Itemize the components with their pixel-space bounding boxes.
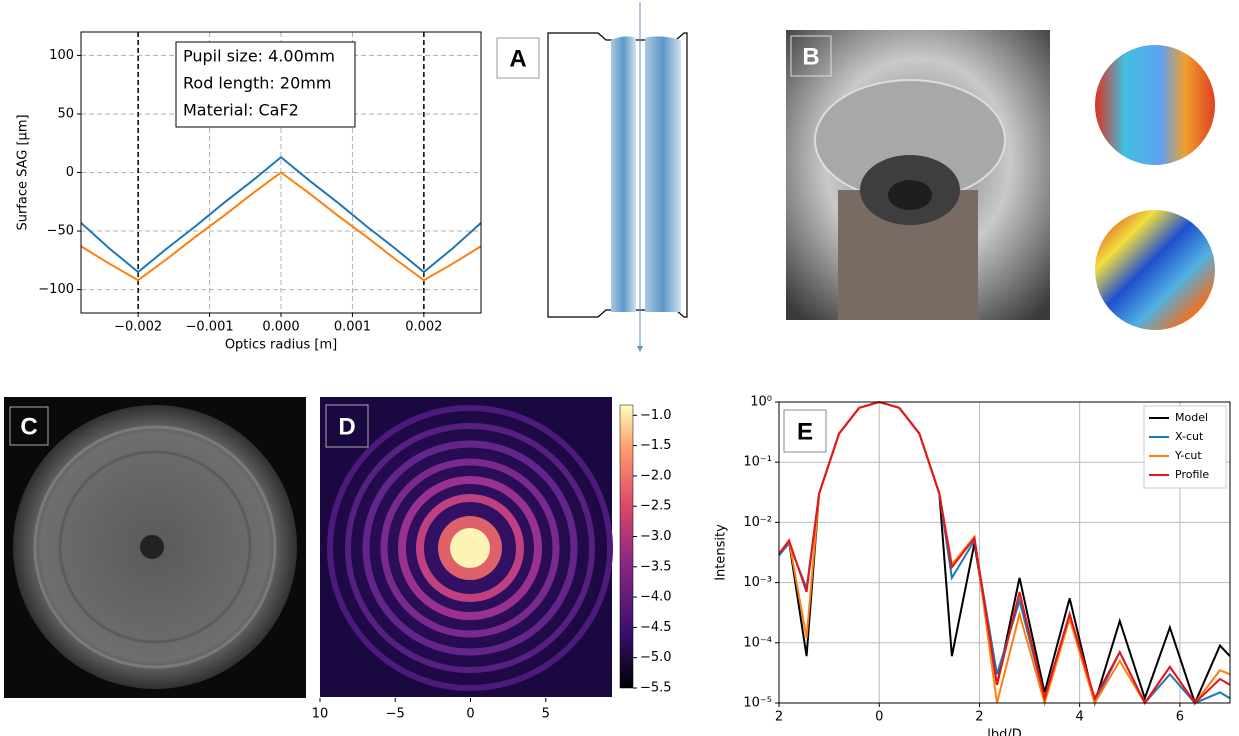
x-tick-label: 5 [542,707,550,722]
colorbar-tick-label: −3.0 [640,529,672,544]
colorbar-tick-label: −2.0 [640,468,672,483]
panel-label: D [338,413,355,440]
x-tick-label: 2 [975,710,983,725]
x-tick-label: 4 [1076,710,1084,725]
x-tick-label: −0.002 [114,320,162,335]
panel-label: B [802,43,819,70]
x-tick-label: −0.001 [186,320,234,335]
y-tick-label: −100 [38,282,74,297]
x-tick-label: 0.002 [405,320,442,335]
x-tick-label: 0 [875,710,883,725]
rod-diagram [496,2,688,352]
panel-label: E [797,418,813,445]
annotation: Pupil size: 4.00mm [183,47,335,66]
series-line [80,155,482,274]
x-tick-label: 10 [312,707,329,722]
y-tick-label: 0 [66,165,74,180]
x-axis-label: lbd/D [987,728,1022,736]
y-tick-label: 10⁻³ [743,575,772,590]
legend-label: Profile [1175,468,1209,481]
x-tick-label: 2 [775,710,783,725]
y-tick-label: 100 [49,48,74,63]
x-tick-label: 0 [466,707,474,722]
y-tick-label: 10⁻⁵ [743,696,772,711]
y-tick-label: 10⁻⁴ [743,635,772,650]
colorbar-tick-label: −5.0 [640,650,672,665]
annotation-box [175,41,356,128]
legend-label: X-cut [1175,430,1204,443]
colorbar [619,404,634,689]
plot-frame [80,31,482,314]
colorbar-tick-label: −2.5 [640,499,672,514]
y-tick-label: 50 [57,106,74,121]
colorbar-tick-label: −4.0 [640,590,672,605]
annotation: Material: CaF2 [183,101,299,120]
colorbar-tick-label: −1.0 [640,408,672,423]
colorbar-tick-label: −5.5 [640,681,672,696]
plot-frame [778,401,1231,704]
psf-image [320,397,613,697]
camera-image [4,397,306,698]
y-axis-label: Surface SAG [μm] [16,114,31,230]
annotation: Rod length: 20mm [183,74,331,93]
x-tick-label: −5 [386,707,405,722]
photo-and-maps [786,30,1215,330]
x-tick-label: 0.000 [262,320,299,335]
x-tick-label: 6 [1176,710,1184,725]
colorbar-tick-label: −3.5 [640,559,672,574]
y-tick-label: 10⁻¹ [743,455,772,470]
panel-label: A [509,45,526,72]
y-tick-label: −50 [47,224,74,239]
y-tick-label: 10⁻² [743,515,772,530]
y-axis-label: Intensity [714,524,729,581]
panel-label: C [20,413,37,440]
y-tick-label: 10⁰ [750,395,772,410]
x-axis-label: Optics radius [m] [225,338,337,353]
series-line [80,171,482,282]
legend-label: Y-cut [1174,449,1202,462]
legend-label: Model [1175,411,1208,424]
x-tick-label: 0.001 [334,320,371,335]
colorbar-tick-label: −4.5 [640,620,672,635]
colorbar-tick-label: −1.5 [640,438,672,453]
label-box [783,409,827,453]
series-line [778,400,1231,705]
